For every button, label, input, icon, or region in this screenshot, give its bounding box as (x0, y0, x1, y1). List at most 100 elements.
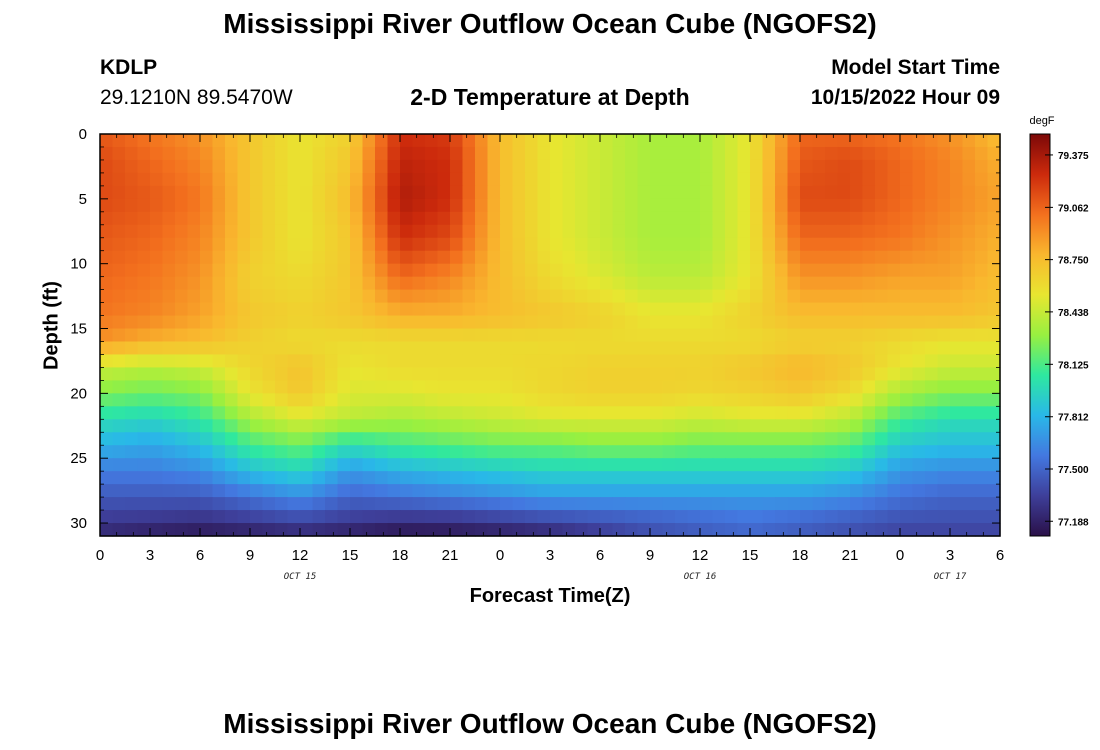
heatmap-cell (175, 471, 189, 485)
heatmap-cell (875, 523, 889, 537)
heatmap-cell (250, 211, 264, 226)
heatmap-cell (975, 341, 989, 356)
heatmap-cell (875, 315, 889, 330)
heatmap-cell (225, 510, 239, 524)
heatmap-cell (775, 172, 789, 187)
heatmap-cell (950, 406, 964, 420)
heatmap-cell (250, 354, 264, 369)
heatmap-cell (900, 134, 914, 148)
heatmap-cell (175, 406, 189, 420)
heatmap-cell (562, 134, 576, 148)
heatmap-cell (775, 484, 789, 498)
heatmap-cell (450, 523, 464, 537)
heatmap-cell (662, 419, 676, 433)
heatmap-cell (687, 419, 701, 433)
heatmap-cell (450, 458, 464, 472)
heatmap-cell (862, 159, 876, 174)
heatmap-cell (975, 367, 989, 381)
heatmap-cell (487, 198, 501, 213)
heatmap-cell (612, 406, 626, 420)
heatmap-cell (200, 224, 214, 239)
heatmap-cell (850, 393, 864, 407)
heatmap-cell (900, 471, 914, 485)
heatmap-cell (750, 315, 764, 330)
heatmap-cell (637, 354, 651, 369)
heatmap-cell (400, 276, 414, 291)
heatmap-cell (500, 185, 514, 200)
heatmap-cell (500, 289, 514, 304)
heatmap-cell (312, 380, 326, 394)
heatmap-cell (187, 172, 201, 187)
heatmap-cell (212, 146, 226, 161)
heatmap-cell (387, 510, 401, 524)
heatmap-cell (387, 328, 401, 343)
heatmap-cell (737, 289, 751, 304)
heatmap-cell (400, 484, 414, 498)
heatmap-cell (300, 419, 314, 433)
heatmap-cell (775, 237, 789, 252)
heatmap-cell (250, 471, 264, 485)
heatmap-cell (412, 484, 426, 498)
heatmap-cell (787, 354, 801, 369)
heatmap-cell (362, 367, 376, 381)
heatmap-cell (625, 380, 639, 394)
heatmap-cell (275, 185, 289, 200)
heatmap-cell (687, 510, 701, 524)
heatmap-cell (212, 445, 226, 459)
heatmap-cell (537, 471, 551, 485)
heatmap-cell (250, 185, 264, 200)
heatmap-cell (362, 237, 376, 252)
heatmap-cell (425, 354, 439, 369)
heatmap-cell (412, 341, 426, 356)
heatmap-cell (750, 458, 764, 472)
heatmap-cell (900, 159, 914, 174)
heatmap-cell (912, 134, 926, 148)
heatmap-cell (175, 134, 189, 148)
heatmap-cell (675, 380, 689, 394)
heatmap-cell (912, 419, 926, 433)
heatmap-cell (775, 328, 789, 343)
heatmap-cell (975, 484, 989, 498)
heatmap-cell (800, 237, 814, 252)
heatmap-cell (587, 263, 601, 278)
heatmap-cell (975, 198, 989, 213)
heatmap-cell (550, 134, 564, 148)
heatmap-cell (637, 315, 651, 330)
heatmap-cell (950, 263, 964, 278)
heatmap-cell (275, 250, 289, 265)
heatmap-cell (850, 276, 864, 291)
heatmap-cell (600, 445, 614, 459)
heatmap-cell (275, 198, 289, 213)
heatmap-cell (362, 198, 376, 213)
heatmap-cell (800, 263, 814, 278)
heatmap-cell (487, 484, 501, 498)
heatmap-cell (525, 354, 539, 369)
heatmap-cell (300, 380, 314, 394)
heatmap-cell (337, 510, 351, 524)
heatmap-cell (562, 276, 576, 291)
heatmap-cell (975, 211, 989, 226)
heatmap-cell (300, 354, 314, 369)
heatmap-cell (500, 380, 514, 394)
heatmap-cell (725, 250, 739, 265)
heatmap-cell (150, 419, 164, 433)
heatmap-cell (962, 484, 976, 498)
heatmap-cell (450, 211, 464, 226)
heatmap-cell (137, 250, 151, 265)
heatmap-cell (650, 484, 664, 498)
heatmap-cell (925, 159, 939, 174)
heatmap-cell (850, 523, 864, 537)
model-start-value: 10/15/2022 Hour 09 (810, 86, 1000, 109)
heatmap-cell (687, 250, 701, 265)
heatmap-cell (562, 250, 576, 265)
heatmap-cell (312, 315, 326, 330)
heatmap-cell (175, 302, 189, 317)
heatmap-cell (287, 198, 301, 213)
heatmap-cell (187, 276, 201, 291)
heatmap-cell (650, 354, 664, 369)
heatmap-cell (125, 146, 139, 161)
heatmap-cell (362, 146, 376, 161)
heatmap-cell (950, 237, 964, 252)
heatmap-cell (475, 419, 489, 433)
heatmap-cell (262, 341, 276, 356)
